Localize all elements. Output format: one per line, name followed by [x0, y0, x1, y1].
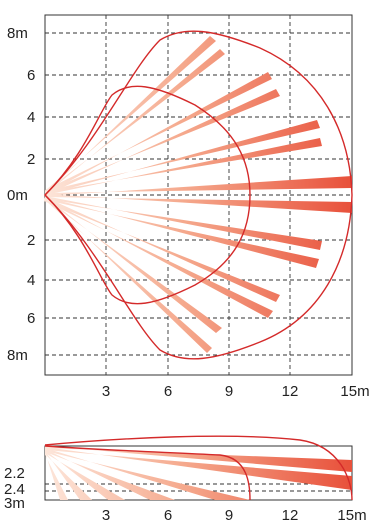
side-view: 2.2 2.4 3m 3 6 9 12 15m	[4, 435, 367, 524]
y-tick-label: 6	[27, 67, 35, 84]
top-x-axis-labels: 3 6 9 12 15m	[102, 383, 370, 400]
side-x-tick-label: 3	[102, 507, 110, 524]
coverage-zone-outer	[44, 30, 353, 360]
side-y-tick-label: 3m	[4, 495, 25, 512]
side-coverage-outer	[44, 435, 353, 501]
x-tick-label: 9	[225, 383, 233, 400]
side-y-tick-label: 2.4	[4, 481, 25, 498]
detection-beams	[44, 36, 352, 353]
beam	[45, 138, 322, 195]
side-x-axis-labels: 3 6 9 12 15m	[102, 507, 367, 524]
beam	[46, 36, 216, 193]
y-tick-label: 4	[27, 109, 35, 126]
coverage-zone-inner	[44, 85, 251, 305]
top-y-axis-labels: 8m 6 4 2 0m 2 4 6 8m	[7, 25, 35, 364]
y-tick-label: 2	[27, 151, 35, 168]
y-tick-label: 4	[27, 272, 35, 289]
x-tick-label: 6	[164, 383, 172, 400]
side-detection-beams	[45, 446, 352, 500]
y-tick-label: 0m	[7, 187, 28, 204]
side-beam	[45, 447, 352, 490]
x-tick-label: 12	[282, 383, 299, 400]
beam	[45, 194, 352, 213]
side-x-tick-label: 15m	[337, 507, 366, 524]
beam	[46, 198, 212, 353]
side-y-tick-label: 2.2	[4, 465, 25, 482]
y-tick-label: 2	[27, 232, 35, 249]
beam	[44, 198, 273, 318]
beam	[44, 197, 280, 302]
beam	[45, 196, 322, 250]
side-beam	[45, 450, 125, 500]
beam	[45, 197, 319, 268]
side-x-tick-label: 6	[164, 507, 172, 524]
beam	[45, 176, 352, 196]
beam	[45, 72, 272, 194]
side-x-tick-label: 9	[225, 507, 233, 524]
side-x-tick-label: 12	[282, 507, 299, 524]
side-beam	[45, 451, 92, 500]
side-beam	[45, 446, 352, 472]
y-tick-label: 6	[27, 310, 35, 327]
beam	[45, 120, 320, 195]
x-tick-label: 3	[102, 383, 110, 400]
top-view: 8m 6 4 2 0m 2 4 6 8m 3 6 9 12 15m	[7, 14, 370, 400]
side-coverage-inner	[44, 445, 251, 501]
beam	[46, 197, 222, 333]
beam	[45, 89, 280, 195]
x-tick-label: 15m	[340, 383, 369, 400]
y-tick-label: 8m	[7, 25, 28, 42]
y-tick-label: 8m	[7, 347, 28, 364]
beam	[46, 49, 225, 194]
side-y-axis-labels: 2.2 2.4 3m	[4, 465, 25, 512]
